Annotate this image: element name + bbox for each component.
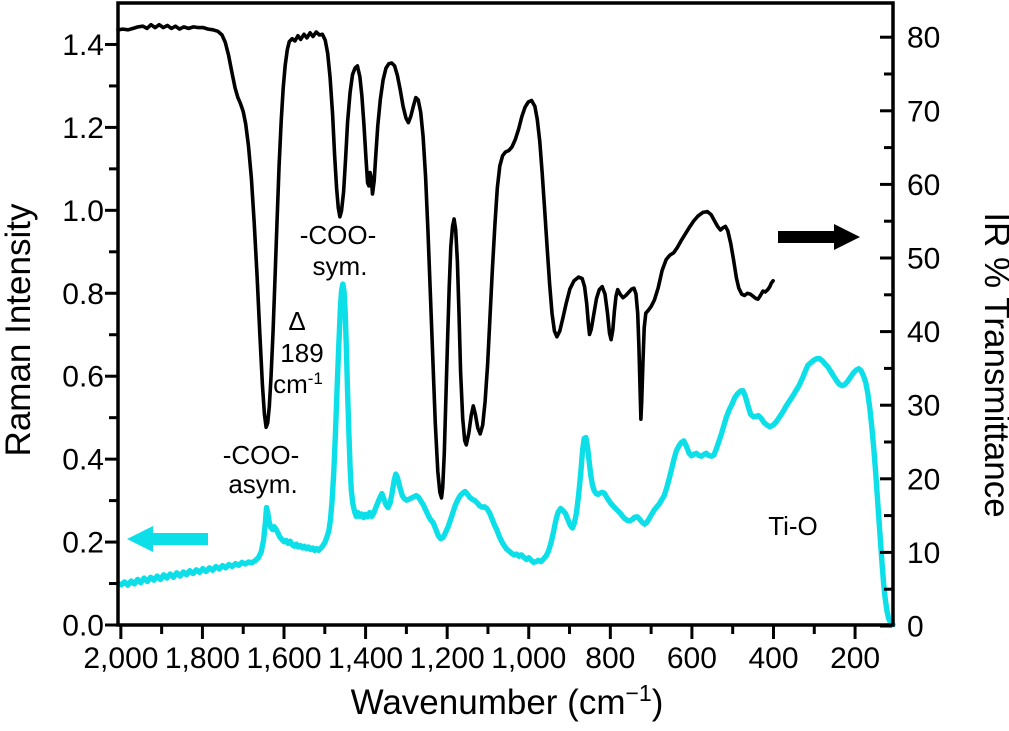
right-tick-label: 20 [907,463,940,496]
curves-layer [115,22,896,628]
coo-asym-label-line2: asym. [228,469,297,499]
x-tick-label: 200 [830,642,880,675]
right-tick-label: 10 [907,537,940,570]
tick-labels-layer: 2,000 1,800 1,600 1,400 1,200 1,000 800 600 400 2… [62,22,940,675]
x-axis-title: Wavenumber (cm−1) [351,680,664,722]
x-tick-label: 600 [667,642,717,675]
x-tick-label: 1,200 [410,642,485,675]
x-tick-label: 400 [748,642,798,675]
coo-sym-label-line2: sym. [313,251,368,281]
left-tick-label: 1.4 [62,29,104,62]
ticks-layer [105,35,892,639]
axis-titles-layer: Wavenumber (cm−1) Raman Intensity IR % Tra… [0,203,1009,722]
right-axis-title: IR % Transmittance [977,212,1009,517]
x-tick-label: 1,600 [246,642,321,675]
x-tick-label: 2,000 [83,642,158,675]
ti-o-label: Ti-O [768,511,818,541]
right-tick-label: 60 [907,169,940,202]
ir-axis-right-arrow-icon [778,224,860,250]
x-tick-label: 1,000 [491,642,566,675]
left-tick-label: 0.8 [62,278,104,311]
right-tick-label: 70 [907,95,940,128]
raman-axis-left-arrow-icon [127,526,208,552]
right-tick-label: 0 [907,611,924,644]
left-tick-label: 0.0 [62,610,104,643]
x-tick-label: 1,800 [165,642,240,675]
left-tick-label: 1.2 [62,112,104,145]
right-tick-label: 30 [907,390,940,423]
left-tick-label: 0.4 [62,444,104,477]
right-tick-label: 80 [907,22,940,55]
left-tick-label: 0.2 [62,527,104,560]
delta-unit-label: cm-1 [273,369,323,399]
ir-transmittance-curve [116,22,775,500]
frame-layer [116,1,895,627]
right-tick-label: 40 [907,316,940,349]
coo-asym-label-line1: -COO- [223,440,300,470]
arrows-layer [127,224,860,552]
left-tick-label: 0.6 [62,361,104,394]
x-tick-label: 800 [585,642,635,675]
left-tick-label: 1.0 [62,195,104,228]
plot-frame [116,1,895,627]
left-axis-title: Raman Intensity [0,203,38,456]
delta-value-label: 189 [280,338,323,368]
right-tick-label: 50 [907,243,940,276]
delta-symbol-label: Δ [288,306,305,336]
x-tick-label: 1,400 [328,642,403,675]
coo-sym-label-line1: -COO- [300,220,377,250]
raman-intensity-curve [115,281,896,628]
